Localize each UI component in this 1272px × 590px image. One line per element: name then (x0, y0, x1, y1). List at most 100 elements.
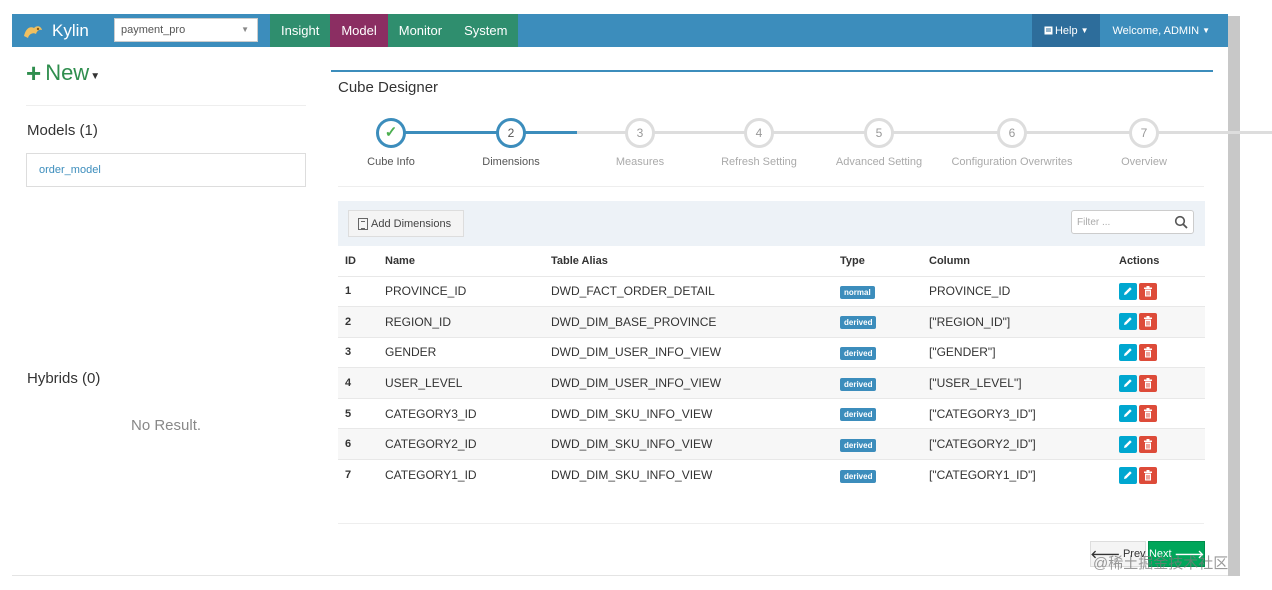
type-badge: derived (840, 377, 877, 391)
add-dimensions-button[interactable]: Add Dimensions (348, 210, 464, 237)
step-dimensions[interactable]: 2 Dimensions (436, 118, 586, 168)
cell-name: USER_LEVEL (378, 367, 544, 399)
cell-table-alias: DWD_FACT_ORDER_DETAIL (544, 275, 833, 307)
trash-icon (1144, 285, 1152, 297)
hybrids-empty-text: No Result. (131, 417, 202, 434)
edit-button[interactable] (1119, 405, 1137, 423)
delete-button[interactable] (1139, 466, 1157, 484)
cell-actions (1112, 275, 1205, 307)
type-badge: derived (840, 408, 877, 422)
cell-name: CATEGORY3_ID (378, 397, 544, 429)
table-row: 7 CATEGORY1_ID DWD_DIM_SKU_INFO_VIEW derive… (338, 459, 1205, 491)
next-button[interactable]: Next 🡒 (1148, 541, 1205, 567)
search-icon[interactable] (1174, 215, 1188, 229)
delete-button[interactable] (1139, 405, 1157, 423)
delete-button[interactable] (1139, 282, 1157, 300)
delete-button[interactable] (1139, 374, 1157, 392)
dimensions-table: ID Name Table Alias Type Column Actions … (338, 246, 1205, 491)
nav-insight[interactable]: Insight (270, 14, 331, 47)
cell-type: derived (833, 336, 922, 368)
edit-button[interactable] (1119, 374, 1137, 392)
book-icon (1044, 26, 1053, 35)
table-row: 4 USER_LEVEL DWD_DIM_USER_INFO_VIEW derived… (338, 367, 1205, 399)
edit-button[interactable] (1119, 435, 1137, 453)
caret-down-icon: ▼ (1080, 26, 1089, 35)
step-label: Overview (1121, 156, 1167, 168)
trash-icon (1144, 346, 1152, 358)
cell-name: REGION_ID (378, 306, 544, 338)
model-item-order-model[interactable]: order_model (39, 164, 101, 176)
nav-system[interactable]: System (453, 14, 519, 47)
filter-input[interactable] (1077, 212, 1173, 232)
kylin-logo-icon (22, 22, 44, 40)
nav-monitor[interactable]: Monitor (387, 14, 454, 47)
table-row: 2 REGION_ID DWD_DIM_BASE_PROVINCE derived ["… (338, 306, 1205, 338)
models-heading: Models (1) (27, 122, 98, 139)
cell-id: 3 (338, 336, 378, 368)
cell-type: derived (833, 397, 922, 429)
cell-column: ["CATEGORY3_ID"] (922, 397, 1112, 429)
step-cube-info[interactable]: ✓ Cube Info (316, 118, 466, 168)
vertical-scrollbar[interactable] (1228, 16, 1240, 576)
brand[interactable]: Kylin (12, 14, 100, 47)
cell-column: PROVINCE_ID (922, 275, 1112, 307)
cell-id: 4 (338, 367, 378, 399)
step-measures[interactable]: 3 Measures (565, 118, 715, 168)
project-select[interactable]: payment_pro ▼ (114, 18, 258, 42)
delete-button[interactable] (1139, 343, 1157, 361)
col-type[interactable]: Type (840, 254, 865, 267)
cell-actions (1112, 428, 1205, 460)
table-row: 3 GENDER DWD_DIM_USER_INFO_VIEW derived ["GE… (338, 336, 1205, 368)
col-column[interactable]: Column (929, 254, 970, 267)
cell-actions (1112, 459, 1205, 491)
trash-icon (1144, 316, 1152, 327)
pencil-icon (1124, 409, 1132, 418)
edit-button[interactable] (1119, 466, 1137, 484)
prev-button[interactable]: 🡐 Prev (1090, 541, 1146, 567)
step-overview[interactable]: 7 Overview (1069, 118, 1219, 168)
step-label: Measures (615, 156, 665, 168)
hybrids-heading: Hybrids (0) (27, 370, 101, 387)
delete-button[interactable] (1139, 313, 1157, 331)
table-row: 6 CATEGORY2_ID DWD_DIM_SKU_INFO_VIEW derive… (338, 428, 1205, 460)
edit-button[interactable] (1119, 343, 1137, 361)
help-menu[interactable]: Help ▼ (1031, 14, 1101, 47)
cell-name: GENDER (378, 336, 544, 368)
footer-divider (338, 523, 1204, 524)
cell-table-alias: DWD_DIM_USER_INFO_VIEW (544, 367, 833, 399)
delete-button[interactable] (1139, 435, 1157, 453)
trash-icon (1144, 377, 1152, 389)
step-configuration-overwrites[interactable]: 6 Configuration Overwrites (937, 118, 1087, 168)
cell-table-alias: DWD_DIM_BASE_PROVINCE (544, 306, 833, 338)
cell-column: ["REGION_ID"] (922, 306, 1112, 338)
edit-button[interactable] (1119, 313, 1137, 331)
pencil-icon (1124, 287, 1132, 295)
nav-model[interactable]: Model (330, 14, 388, 47)
step-refresh-setting[interactable]: 4 Refresh Setting (684, 118, 834, 168)
edit-button[interactable] (1119, 282, 1137, 300)
cell-actions (1112, 336, 1205, 368)
user-menu[interactable]: Welcome, ADMIN ▼ (1100, 14, 1228, 47)
cell-type: derived (833, 367, 922, 399)
col-name[interactable]: Name (385, 254, 415, 267)
trash-icon (1144, 438, 1152, 450)
caret-down-icon: ▼ (90, 70, 101, 82)
cell-table-alias: DWD_DIM_USER_INFO_VIEW (544, 336, 833, 368)
add-dimensions-label: Add Dimensions (371, 217, 452, 230)
plus-icon: + (26, 58, 42, 88)
step-advanced-setting[interactable]: 5 Advanced Setting (804, 118, 954, 168)
chevron-down-icon: ▼ (241, 25, 249, 34)
cell-type: derived (833, 428, 922, 460)
pencil-icon (1124, 470, 1132, 479)
type-badge: normal (840, 285, 875, 299)
welcome-label: Welcome, ADMIN (1112, 24, 1200, 37)
col-actions: Actions (1119, 254, 1160, 267)
col-table-alias[interactable]: Table Alias (551, 254, 608, 267)
caret-down-icon: ▼ (1202, 26, 1210, 35)
arrow-left-icon: 🡐 (1090, 549, 1120, 561)
filter-field[interactable] (1071, 210, 1194, 234)
top-navbar: Kylin payment_pro ▼ Insight Model Monito… (12, 14, 1228, 47)
trash-icon (1144, 408, 1152, 419)
new-button[interactable]: + New ▼ (26, 60, 100, 86)
cell-actions (1112, 397, 1205, 429)
